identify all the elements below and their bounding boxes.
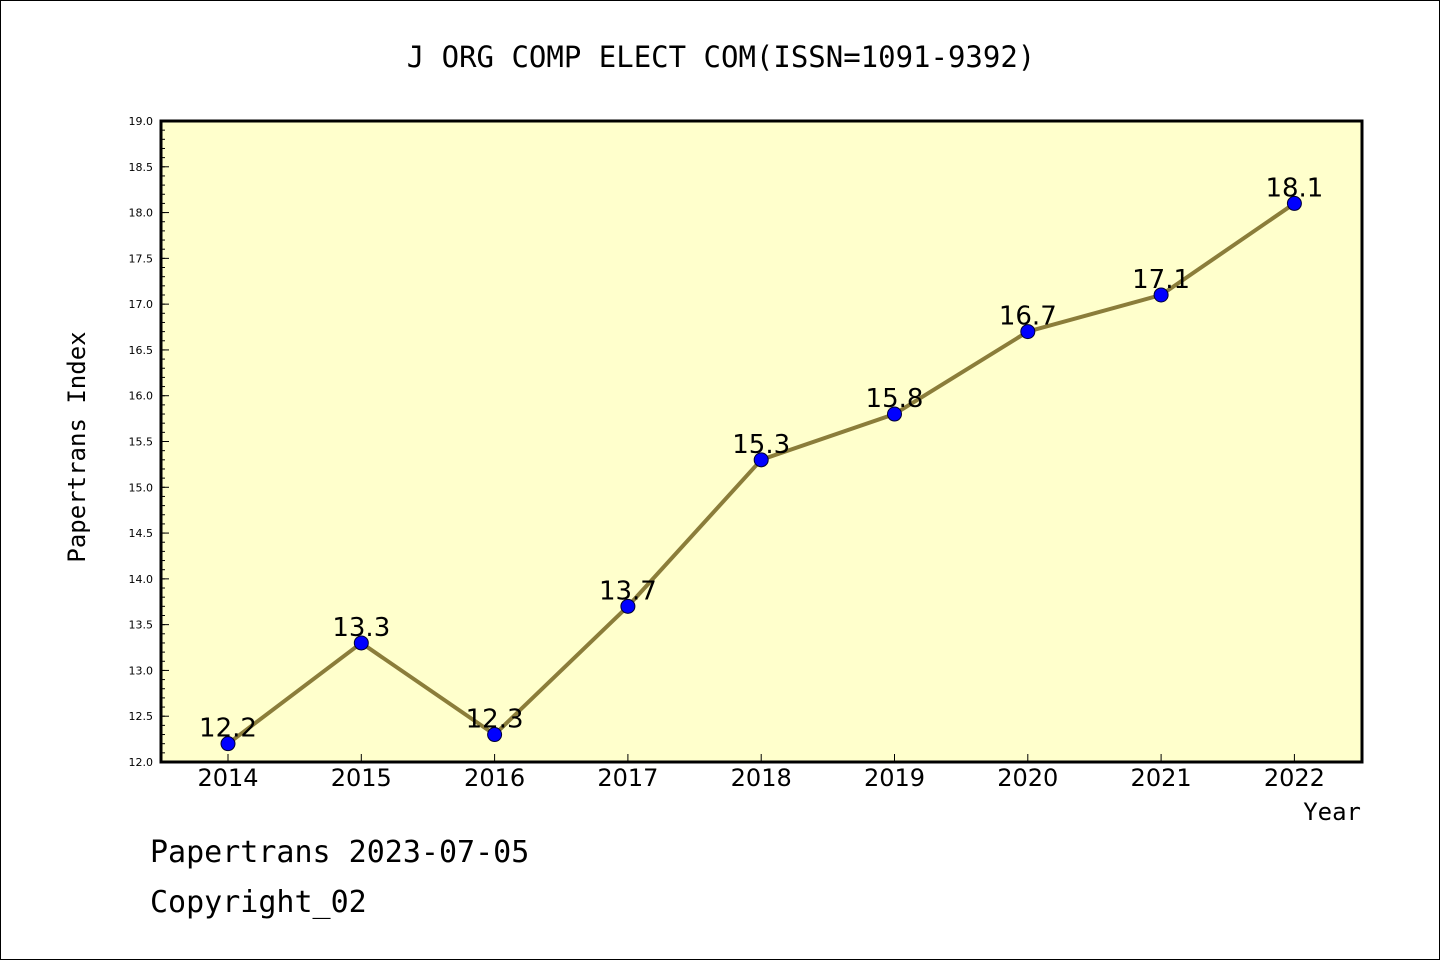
data-point-marker [1153,287,1169,303]
y-tick-label: 15.5 [129,436,154,449]
y-tick-label: 18.5 [129,161,154,174]
data-label: 12.2 [199,714,257,744]
data-label: 16.7 [999,302,1057,332]
y-tick-label: 14.0 [129,573,154,586]
data-point-marker [887,406,902,422]
footer-date-line: Papertrans 2023-07-05 [150,835,530,870]
y-tick-label: 13.0 [129,664,154,677]
x-tick-label: 2017 [597,764,658,792]
x-tick-label: 2015 [331,764,392,792]
y-tick-label: 19.0 [129,115,154,128]
data-label-layer: 12.2 13.3 12.3 13.7 15.3 15.8 16.7 17.1 18.1 [199,173,1323,743]
chart-title: J ORG COMP ELECT COM(ISSN=1091-9392) [407,40,1036,74]
data-label: 13.7 [599,576,657,606]
data-label: 13.3 [332,613,390,643]
data-point-marker [620,598,636,614]
y-tick-label: 16.0 [129,390,154,403]
data-point-marker [220,736,236,752]
y-tick-label: 15.0 [129,481,154,494]
data-label: 15.3 [732,430,790,460]
x-tick-label: 2022 [1264,764,1325,792]
x-tick-label: 2021 [1131,764,1192,792]
series-layer [220,195,1302,752]
y-tick-label: 12.0 [129,756,154,769]
y-tick-label: 14.5 [129,527,154,540]
y-tick-label: 16.5 [129,344,154,357]
x-tick-label: 2016 [464,764,525,792]
x-tick-label: 2019 [864,764,925,792]
x-axis-title: Year [1303,798,1361,826]
x-tick-label: 2014 [197,764,258,792]
footer-copyright: Copyright_02 [150,885,367,920]
data-label: 12.3 [466,705,524,735]
y-tick-label: 13.5 [129,619,154,632]
data-label: 17.1 [1132,265,1190,295]
x-tick-label: 2018 [731,764,792,792]
data-point-marker [487,727,503,743]
x-tick-label: 2020 [997,764,1058,792]
data-point-marker [353,635,369,651]
data-label: 18.1 [1265,173,1323,203]
y-tick-label: 12.5 [129,710,154,723]
data-label: 15.8 [866,384,924,414]
y-tick-label: 18.0 [129,207,154,220]
y-tick-label: 17.5 [129,252,154,265]
data-point-marker [753,452,769,468]
plot-area [159,119,1364,764]
y-tick-label: 17.0 [129,298,154,311]
y-axis: 12.0 12.5 13.0 13.5 14.0 14.5 15.0 15.5 16.0 16.5… [129,115,169,769]
plot-frame [159,119,1364,764]
data-point-marker [1286,195,1302,211]
data-point-marker [1020,324,1036,340]
y-axis-title: Papertrans Index [63,331,91,562]
x-axis: 2014 2015 2016 2017 2018 2019 2020 2021 2022 [197,754,1325,792]
